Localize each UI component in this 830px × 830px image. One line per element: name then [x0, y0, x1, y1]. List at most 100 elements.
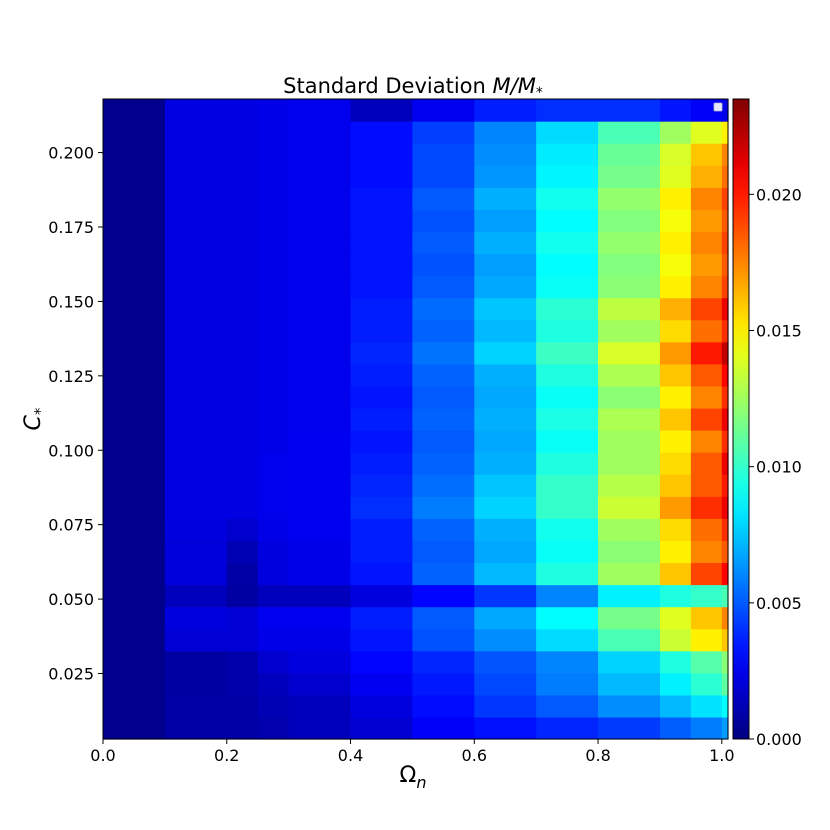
heatmap-cell — [257, 209, 290, 233]
heatmap-cell — [257, 363, 290, 387]
heatmap-cell — [226, 430, 259, 453]
heatmap-cell — [226, 341, 259, 365]
heatmap-cell — [412, 606, 475, 630]
x-axis: 0.0 0.2 0.4 0.6 0.8 1.0 — [90, 739, 735, 765]
heatmap-cell — [536, 540, 599, 564]
heatmap-cell — [226, 407, 259, 431]
heatmap-cell — [474, 540, 537, 564]
heatmap-cell — [721, 231, 729, 255]
heatmap-cell — [474, 341, 537, 365]
heatmap-cell — [226, 275, 259, 299]
heatmap-cell — [474, 716, 537, 740]
heatmap-cell — [257, 606, 290, 630]
heatmap-cell — [257, 694, 290, 718]
y-tick-label: 0.200 — [48, 144, 94, 163]
heatmap-cell — [350, 650, 413, 674]
heatmap-cell — [288, 341, 352, 365]
heatmap-cell — [690, 165, 723, 188]
heatmap-cell — [257, 253, 290, 277]
heatmap-cell — [474, 143, 537, 166]
heatmap-cell — [474, 672, 537, 696]
heatmap-cell — [598, 319, 661, 343]
heatmap-cell — [690, 363, 723, 387]
heatmap-cell — [226, 694, 259, 718]
x-tick-label: 0.0 — [90, 746, 115, 765]
heatmap-cell — [164, 231, 228, 255]
heatmap-cell — [103, 407, 166, 431]
heatmap-cell — [288, 562, 352, 586]
heatmap-cell — [350, 231, 413, 255]
heatmap-cell — [164, 716, 228, 740]
heatmap-cell — [412, 231, 475, 255]
heatmap-cell — [257, 452, 290, 475]
colorbar: 0.000 0.005 0.010 0.015 0.020 — [732, 98, 802, 749]
y-axis: 0.025 0.050 0.075 0.100 0.125 0.150 0.175 0.200 — [48, 144, 103, 684]
x-tick-label: 0.6 — [462, 746, 487, 765]
heatmap-cell — [350, 363, 413, 387]
heatmap-cell — [257, 716, 290, 740]
heatmap-cell — [474, 319, 537, 343]
x-tick-label: 0.4 — [338, 746, 363, 765]
heatmap-cell — [474, 275, 537, 299]
heatmap-cell — [659, 496, 692, 519]
heatmap-cell — [288, 407, 352, 431]
heatmap-cell — [164, 341, 228, 365]
heatmap-cell — [474, 694, 537, 718]
heatmap-cell — [350, 297, 413, 321]
heatmap-cell — [690, 672, 723, 696]
heatmap-cell — [412, 407, 475, 431]
heatmap-cell — [598, 650, 661, 674]
colorbar-tick-label: 0.000 — [756, 730, 802, 749]
heatmap-cell — [659, 275, 692, 299]
heatmap-cell — [474, 452, 537, 475]
heatmap-cell — [598, 474, 661, 497]
heatmap-cell — [412, 540, 475, 564]
heatmap-cell — [103, 99, 166, 122]
heatmap-cell — [350, 209, 413, 233]
x-axis-label-sub: n — [416, 773, 426, 792]
heatmap-cell — [257, 121, 290, 144]
heatmap-cell — [598, 518, 661, 541]
heatmap-cell — [412, 297, 475, 321]
heatmap-cell — [350, 430, 413, 453]
heatmap-cell — [536, 430, 599, 453]
heatmap-cell — [598, 253, 661, 277]
heatmap-cell — [721, 121, 729, 144]
heatmap-cell — [690, 452, 723, 475]
heatmap-cell — [226, 606, 259, 630]
heatmap-cell — [598, 452, 661, 475]
heatmap-cell — [412, 165, 475, 188]
heatmap-cell — [412, 584, 475, 608]
heatmap-cell — [598, 628, 661, 652]
heatmap-cell — [288, 187, 352, 210]
heatmap-cell — [474, 253, 537, 277]
heatmap-cell — [164, 121, 228, 144]
heatmap-cell — [721, 452, 729, 475]
heatmap-cell — [164, 363, 228, 387]
heatmap-cell — [257, 187, 290, 210]
heatmap-cell — [659, 452, 692, 475]
heatmap-cell — [536, 319, 599, 343]
heatmap-cell — [474, 165, 537, 188]
heatmap-cell — [690, 209, 723, 233]
heatmap-cell — [412, 275, 475, 299]
heatmap-cell — [226, 672, 259, 696]
heatmap-cell — [412, 341, 475, 365]
heatmap-cell — [164, 606, 228, 630]
heatmap-cell — [659, 407, 692, 431]
x-axis-label-base: Ω — [400, 763, 417, 788]
heatmap-cell — [536, 672, 599, 696]
heatmap-cell — [164, 253, 228, 277]
heatmap-cell — [257, 496, 290, 519]
heatmap-cell — [536, 518, 599, 541]
heatmap-cell — [412, 430, 475, 453]
heatmap-cell — [257, 540, 290, 564]
heatmap-cell — [350, 606, 413, 630]
heatmap-cell — [103, 584, 166, 608]
y-tick-label: 0.150 — [48, 292, 94, 311]
heatmap-cell — [536, 253, 599, 277]
heatmap-cell — [226, 518, 259, 541]
heatmap-cell — [721, 628, 729, 652]
colorbar-tick-label: 0.010 — [756, 458, 802, 477]
chart-title: Standard Deviation M/M* — [283, 74, 543, 101]
